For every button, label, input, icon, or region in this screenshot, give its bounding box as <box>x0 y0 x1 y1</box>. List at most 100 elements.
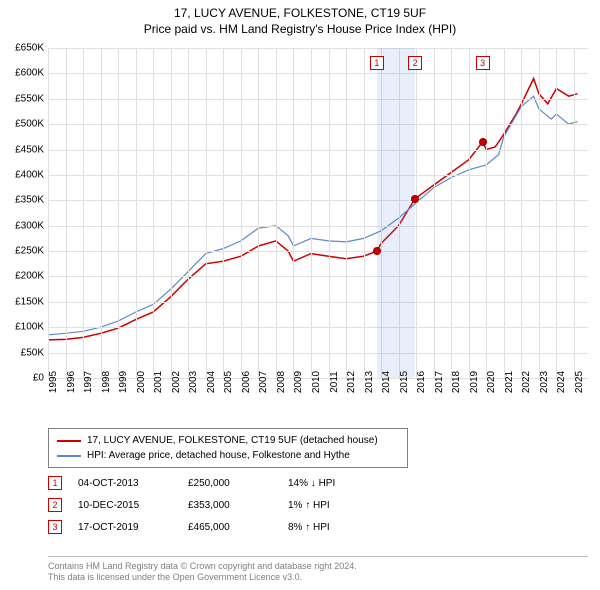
y-tick-label: £550K <box>15 93 44 104</box>
attribution: Contains HM Land Registry data © Crown c… <box>48 556 588 584</box>
x-tick-label: 2003 <box>188 371 199 393</box>
transaction-marker: 1 <box>48 476 62 490</box>
gridline-h <box>48 200 588 201</box>
page-title: 17, LUCY AVENUE, FOLKESTONE, CT19 5UF <box>0 6 600 20</box>
attribution-line-2: This data is licensed under the Open Gov… <box>48 572 588 584</box>
transaction-price: £250,000 <box>188 478 288 489</box>
legend-label: HPI: Average price, detached house, Folk… <box>87 448 350 463</box>
gridline-h <box>48 48 588 49</box>
x-tick-label: 2015 <box>399 371 410 393</box>
y-tick-label: £600K <box>15 68 44 79</box>
transaction-diff: 1% ↑ HPI <box>288 500 378 511</box>
gridline-v <box>136 48 137 378</box>
gridline-h <box>48 73 588 74</box>
sale-dot-1 <box>373 247 381 255</box>
x-tick-label: 2017 <box>434 371 445 393</box>
y-tick-label: £100K <box>15 322 44 333</box>
gridline-v <box>311 48 312 378</box>
x-tick-label: 2000 <box>136 371 147 393</box>
x-tick-label: 2007 <box>258 371 269 393</box>
gridline-h <box>48 302 588 303</box>
sale-marker-3: 3 <box>476 56 490 70</box>
plot-area: 1 2 3 <box>48 48 588 378</box>
x-tick-label: 2021 <box>504 371 515 393</box>
y-tick-label: £200K <box>15 271 44 282</box>
gridline-v <box>574 48 575 378</box>
chart-area: 1 2 3 <box>48 48 588 398</box>
sale-marker-2: 2 <box>408 56 422 70</box>
gridline-v <box>153 48 154 378</box>
gridline-h <box>48 353 588 354</box>
x-tick-label: 2004 <box>206 371 217 393</box>
legend-label: 17, LUCY AVENUE, FOLKESTONE, CT19 5UF (d… <box>87 433 378 448</box>
gridline-v <box>48 48 49 378</box>
y-axis: £0£50K£100K£150K£200K£250K£300K£350K£400… <box>0 48 48 378</box>
gridline-v <box>434 48 435 378</box>
y-tick-label: £650K <box>15 43 44 54</box>
transaction-row: 104-OCT-2013£250,00014% ↓ HPI <box>48 472 378 494</box>
gridline-h <box>48 226 588 227</box>
transactions-table: 104-OCT-2013£250,00014% ↓ HPI210-DEC-201… <box>48 472 378 538</box>
transaction-date: 10-DEC-2015 <box>78 500 188 511</box>
series-line <box>48 79 578 340</box>
chart-lines <box>48 48 588 378</box>
x-tick-label: 2002 <box>171 371 182 393</box>
gridline-h <box>48 276 588 277</box>
gridline-v <box>329 48 330 378</box>
y-tick-label: £50K <box>21 347 44 358</box>
page-subtitle: Price paid vs. HM Land Registry's House … <box>0 22 600 36</box>
transaction-marker: 2 <box>48 498 62 512</box>
x-tick-label: 2001 <box>153 371 164 393</box>
legend-swatch <box>57 455 81 457</box>
gridline-v <box>451 48 452 378</box>
x-tick-label: 2020 <box>486 371 497 393</box>
legend-swatch <box>57 440 81 442</box>
gridline-v <box>188 48 189 378</box>
x-tick-label: 2012 <box>346 371 357 393</box>
y-tick-label: £300K <box>15 220 44 231</box>
y-tick-label: £500K <box>15 119 44 130</box>
gridline-h <box>48 99 588 100</box>
y-tick-label: £450K <box>15 144 44 155</box>
x-tick-label: 1997 <box>83 371 94 393</box>
x-tick-label: 2025 <box>574 371 585 393</box>
x-tick-label: 1996 <box>66 371 77 393</box>
gridline-v <box>118 48 119 378</box>
gridline-v <box>486 48 487 378</box>
gridline-v <box>521 48 522 378</box>
legend-row: 17, LUCY AVENUE, FOLKESTONE, CT19 5UF (d… <box>57 433 399 448</box>
transaction-date: 17-OCT-2019 <box>78 522 188 533</box>
x-tick-label: 2005 <box>223 371 234 393</box>
x-tick-label: 2010 <box>311 371 322 393</box>
x-axis: 1995199619971998199920002001200220032004… <box>48 378 588 428</box>
gridline-v <box>101 48 102 378</box>
transaction-row: 2 10-DEC-2015£353,0001% ↑ HPI <box>48 494 378 516</box>
x-tick-label: 2008 <box>276 371 287 393</box>
gridline-v <box>504 48 505 378</box>
legend: 17, LUCY AVENUE, FOLKESTONE, CT19 5UF (d… <box>48 428 408 468</box>
x-tick-label: 2019 <box>469 371 480 393</box>
y-tick-label: £250K <box>15 246 44 257</box>
gridline-v <box>364 48 365 378</box>
gridline-h <box>48 327 588 328</box>
gridline-v <box>469 48 470 378</box>
transaction-price: £353,000 <box>188 500 288 511</box>
transaction-marker: 3 <box>48 520 62 534</box>
gridline-v <box>171 48 172 378</box>
x-tick-label: 2011 <box>329 371 340 393</box>
gridline-h <box>48 175 588 176</box>
gridline-v <box>416 48 417 378</box>
gridline-v <box>83 48 84 378</box>
gridline-h <box>48 150 588 151</box>
attribution-line-1: Contains HM Land Registry data © Crown c… <box>48 561 588 573</box>
x-tick-label: 2006 <box>241 371 252 393</box>
gridline-v <box>223 48 224 378</box>
x-tick-label: 2023 <box>539 371 550 393</box>
gridline-v <box>258 48 259 378</box>
x-tick-label: 1998 <box>101 371 112 393</box>
transaction-date: 04-OCT-2013 <box>78 478 188 489</box>
sale-marker-1: 1 <box>370 56 384 70</box>
gridline-v <box>241 48 242 378</box>
x-tick-label: 2013 <box>364 371 375 393</box>
y-tick-label: £350K <box>15 195 44 206</box>
